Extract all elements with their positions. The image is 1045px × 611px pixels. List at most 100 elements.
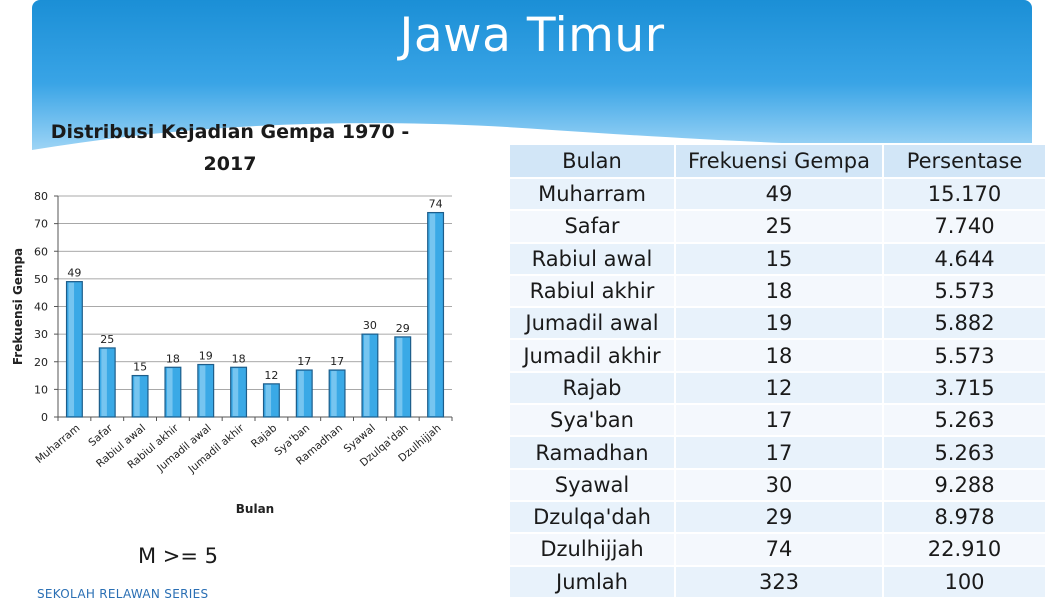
- frequency-cell: 30: [674, 467, 884, 502]
- y-tick-label: 0: [41, 411, 48, 424]
- y-tick-label: 80: [34, 190, 48, 203]
- data-label: 49: [67, 267, 81, 280]
- data-label: 74: [429, 198, 443, 211]
- chart-title-line-1: Distribusi Kejadian Gempa 1970 -: [50, 121, 410, 143]
- month-cell: Rabiul awal: [508, 241, 676, 276]
- table-row: Jumadil awal 19 5.882: [508, 306, 1045, 341]
- table-row: Safar 25 7.740: [508, 209, 1045, 244]
- bar-highlight: [331, 371, 337, 416]
- frequency-cell: 18: [674, 338, 884, 373]
- bar-highlight: [101, 348, 107, 416]
- magnitude-formula: M >= 5: [138, 544, 219, 568]
- bar-highlight: [298, 371, 304, 416]
- frequency-cell: 25: [674, 209, 884, 244]
- header-frekuensi: Frekuensi Gempa: [674, 143, 884, 179]
- percentage-cell: 9.288: [882, 467, 1045, 502]
- table-row: Jumlah 323 100: [508, 564, 1045, 599]
- table-row: Ramadhan 17 5.263: [508, 435, 1045, 470]
- footer-series-label: SEKOLAH RELAWAN SERIES: [37, 587, 209, 601]
- table-row: Syawal 30 9.288: [508, 467, 1045, 502]
- month-cell: Dzulhijjah: [508, 532, 676, 567]
- month-cell: Muharram: [508, 176, 676, 212]
- data-label: 18: [232, 352, 246, 365]
- bar-highlight: [364, 335, 370, 416]
- month-cell: Rajab: [508, 370, 676, 406]
- table-row: Rabiul akhir 18 5.573: [508, 273, 1045, 309]
- frequency-table: Bulan Frekuensi Gempa Persentase Muharra…: [508, 143, 1045, 599]
- y-tick-label: 60: [34, 245, 48, 258]
- bar-highlight: [429, 213, 436, 416]
- percentage-cell: 5.263: [882, 435, 1045, 470]
- y-tick-label: 20: [34, 356, 48, 369]
- percentage-cell: 100: [882, 564, 1045, 599]
- bar-highlight: [396, 337, 403, 416]
- percentage-cell: 15.170: [882, 176, 1045, 212]
- bar-highlight: [199, 365, 206, 416]
- data-label: 15: [133, 361, 147, 374]
- table-row: Rajab 12 3.715: [508, 370, 1045, 406]
- data-label: 17: [297, 355, 311, 368]
- percentage-cell: 5.573: [882, 338, 1045, 373]
- header-persentase: Persentase: [882, 143, 1045, 179]
- y-axis-title: Frekuensi Gempa: [11, 248, 25, 365]
- y-tick-label: 40: [34, 301, 48, 314]
- chart-title-line-2: 2017: [203, 153, 257, 175]
- table-row: Muharram 49 15.170: [508, 176, 1045, 212]
- percentage-cell: 7.740: [882, 209, 1045, 244]
- month-cell: Sya'ban: [508, 403, 676, 438]
- y-tick-label: 70: [34, 218, 48, 231]
- y-tick-label: 10: [34, 383, 48, 396]
- data-label: 25: [100, 333, 114, 346]
- y-tick-label: 50: [34, 273, 48, 286]
- bar-highlight: [134, 376, 140, 416]
- month-cell: Syawal: [508, 467, 676, 502]
- percentage-cell: 5.882: [882, 306, 1045, 341]
- month-cell: Ramadhan: [508, 435, 676, 470]
- percentage-cell: 8.978: [882, 499, 1045, 535]
- x-axis-title: Bulan: [236, 502, 274, 516]
- x-tick-label: Safar: [86, 422, 115, 449]
- month-cell: Jumadil awal: [508, 306, 676, 341]
- bar-highlight: [68, 282, 75, 416]
- percentage-cell: 5.573: [882, 273, 1045, 309]
- frequency-cell: 17: [674, 435, 884, 470]
- frequency-cell: 49: [674, 176, 884, 212]
- data-label: 30: [363, 319, 377, 332]
- month-cell: Jumlah: [508, 564, 676, 599]
- table-header-row: Bulan Frekuensi Gempa Persentase: [508, 143, 1045, 179]
- data-label: 29: [396, 322, 410, 335]
- table-row: Jumadil akhir 18 5.573: [508, 338, 1045, 373]
- table-row: Dzulhijjah 74 22.910: [508, 532, 1045, 567]
- table-row: Dzulqa'dah 29 8.978: [508, 499, 1045, 535]
- frequency-cell: 74: [674, 532, 884, 567]
- month-cell: Safar: [508, 209, 676, 244]
- frequency-cell: 19: [674, 306, 884, 341]
- month-cell: Dzulqa'dah: [508, 499, 676, 535]
- x-tick-label: Muharram: [33, 422, 82, 466]
- frequency-cell: 323: [674, 564, 884, 599]
- percentage-cell: 5.263: [882, 403, 1045, 438]
- frequency-cell: 12: [674, 370, 884, 406]
- chart-title: Distribusi Kejadian Gempa 1970 - 2017: [30, 116, 430, 180]
- data-label: 19: [199, 350, 213, 363]
- frequency-cell: 17: [674, 403, 884, 438]
- percentage-cell: 4.644: [882, 241, 1045, 276]
- x-tick-label: Jumadil akhir: [185, 422, 247, 476]
- data-label: 17: [330, 355, 344, 368]
- data-label: 18: [166, 352, 180, 365]
- month-cell: Jumadil akhir: [508, 338, 676, 373]
- month-cell: Rabiul akhir: [508, 273, 676, 309]
- frequency-cell: 15: [674, 241, 884, 276]
- frequency-cell: 29: [674, 499, 884, 535]
- y-tick-label: 30: [34, 328, 48, 341]
- data-label: 12: [264, 369, 278, 382]
- bar-highlight: [232, 368, 239, 416]
- bar-highlight: [265, 384, 272, 416]
- percentage-cell: 22.910: [882, 532, 1045, 567]
- bar-chart: 0102030405060708049Muharram25Safar15Rabi…: [11, 190, 453, 516]
- table-row: Sya'ban 17 5.263: [508, 403, 1045, 438]
- slide-title: Jawa Timur: [399, 8, 665, 63]
- header-bulan: Bulan: [508, 143, 676, 179]
- frequency-cell: 18: [674, 273, 884, 309]
- bar-highlight: [167, 368, 173, 416]
